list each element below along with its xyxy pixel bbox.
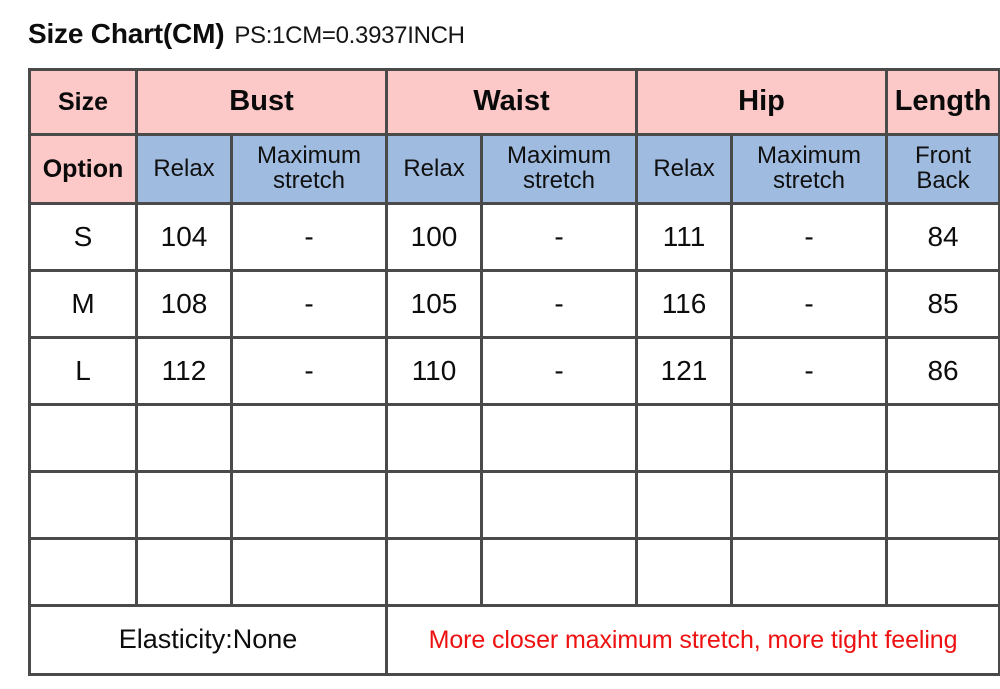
cell-hip-relax: 121 (638, 339, 731, 403)
cell-bust-max: - (233, 339, 386, 403)
cell-waist-max (483, 406, 636, 470)
header-hip: Hip (638, 71, 886, 133)
subheader-bust-relax-line1: Relax (153, 154, 215, 182)
cell-hip-max: - (733, 205, 886, 269)
cell-hip-max: - (733, 339, 886, 403)
cell-hip-relax: 116 (638, 272, 731, 336)
table-row: M 108 - 105 - 116 - 85 (31, 272, 999, 336)
cell-size (31, 540, 135, 604)
cell-length: 84 (888, 205, 999, 269)
cell-waist-relax (388, 406, 481, 470)
cell-length (888, 540, 999, 604)
cell-hip-max (733, 540, 886, 604)
subheader-bust-max-line1: Maximum (257, 142, 362, 170)
cell-waist-max (483, 473, 636, 537)
cell-bust-relax (138, 540, 230, 604)
cell-bust-relax (138, 473, 230, 537)
cell-hip-max (733, 473, 886, 537)
header-size: Size (31, 71, 135, 133)
cell-size (31, 473, 135, 537)
cell-hip-max (733, 406, 886, 470)
cell-waist-max: - (483, 272, 636, 336)
footer-elasticity: Elasticity:None (31, 607, 386, 673)
cell-hip-max: - (733, 272, 886, 336)
subheader-waist-relax: Relax (388, 136, 481, 202)
cell-waist-max (483, 540, 636, 604)
cell-bust-relax: 108 (138, 272, 230, 336)
cell-waist-relax: 100 (388, 205, 481, 269)
size-chart-table: Size Bust Waist Hip Length Option Relax … (28, 68, 1000, 676)
cell-size: M (31, 272, 135, 336)
cell-bust-max (233, 540, 386, 604)
cell-length: 86 (888, 339, 999, 403)
subheader-length-line1: Front (915, 142, 972, 170)
cell-hip-relax: 111 (638, 205, 731, 269)
table-header-sub-row: Option Relax Maximum stretch Relax Maxim… (31, 136, 999, 202)
subheader-hip-relax-line1: Relax (653, 154, 715, 182)
page-title-main: Size Chart(CM) (28, 18, 225, 49)
cell-waist-max: - (483, 339, 636, 403)
subheader-bust-max-stretch: Maximum stretch (233, 136, 386, 202)
subheader-waist-max-line1: Maximum (507, 142, 612, 170)
table-footer-row: Elasticity:None More closer maximum stre… (31, 607, 999, 673)
cell-bust-max (233, 473, 386, 537)
cell-length (888, 406, 999, 470)
subheader-waist-relax-line1: Relax (403, 154, 465, 182)
cell-bust-relax: 104 (138, 205, 230, 269)
cell-waist-max: - (483, 205, 636, 269)
table-row (31, 406, 999, 470)
page-title-conversion-note: PS:1CM=0.3937INCH (234, 22, 465, 49)
subheader-length-line2: Back (916, 167, 970, 194)
cell-size: L (31, 339, 135, 403)
subheader-waist-max-stretch: Maximum stretch (483, 136, 636, 202)
page-title: Size Chart(CM) PS:1CM=0.3937INCH (28, 18, 465, 50)
table-row (31, 540, 999, 604)
table-row: L 112 - 110 - 121 - 86 (31, 339, 999, 403)
cell-bust-max: - (233, 205, 386, 269)
table-row (31, 473, 999, 537)
subheader-length-front-back: Front Back (888, 136, 999, 202)
subheader-waist-max-line2: stretch (523, 167, 596, 194)
subheader-hip-max-stretch: Maximum stretch (733, 136, 886, 202)
cell-bust-relax (138, 406, 230, 470)
cell-hip-relax (638, 540, 731, 604)
subheader-hip-max-line1: Maximum (757, 142, 862, 170)
header-length: Length (888, 71, 999, 133)
cell-length (888, 473, 999, 537)
table-header-group-row: Size Bust Waist Hip Length (31, 71, 999, 133)
cell-size: S (31, 205, 135, 269)
cell-hip-relax (638, 406, 731, 470)
subheader-hip-relax: Relax (638, 136, 731, 202)
cell-waist-relax: 105 (388, 272, 481, 336)
header-bust: Bust (138, 71, 386, 133)
cell-length: 85 (888, 272, 999, 336)
cell-waist-relax (388, 473, 481, 537)
cell-hip-relax (638, 473, 731, 537)
table-row: S 104 - 100 - 111 - 84 (31, 205, 999, 269)
cell-waist-relax: 110 (388, 339, 481, 403)
cell-bust-max: - (233, 272, 386, 336)
cell-bust-relax: 112 (138, 339, 230, 403)
subheader-hip-max-line2: stretch (773, 167, 846, 194)
header-size-option: Option (31, 136, 135, 202)
header-waist: Waist (388, 71, 636, 133)
cell-waist-relax (388, 540, 481, 604)
subheader-bust-relax: Relax (138, 136, 230, 202)
cell-bust-max (233, 406, 386, 470)
subheader-bust-max-line2: stretch (272, 167, 346, 194)
footer-stretch-warning: More closer maximum stretch, more tight … (388, 607, 999, 673)
cell-size (31, 406, 135, 470)
